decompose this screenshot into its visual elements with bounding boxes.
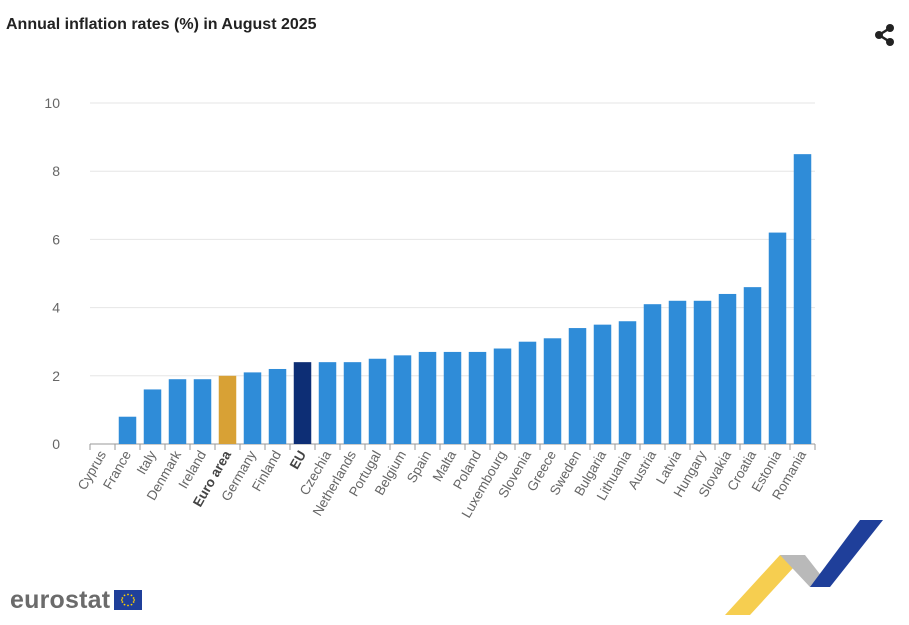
x-tick-label: Spain: [404, 448, 434, 485]
bar: [368, 358, 387, 444]
bar: [218, 375, 237, 444]
bar: [118, 416, 137, 444]
bar: [168, 379, 187, 444]
y-tick-label: 10: [44, 95, 60, 111]
decorative-ribbon: [725, 520, 883, 615]
bar: [618, 321, 637, 444]
bar: [143, 389, 162, 444]
bar: [493, 348, 512, 444]
y-tick-label: 0: [52, 436, 60, 452]
chart-title: Annual inflation rates (%) in August 202…: [6, 16, 317, 33]
bar: [393, 355, 412, 444]
bar: [468, 351, 487, 444]
bar: [593, 324, 612, 444]
bar: [693, 300, 712, 444]
y-tick-label: 6: [52, 231, 60, 247]
x-tick-label: Italy: [134, 448, 159, 477]
bar: [293, 362, 312, 444]
bar: [268, 368, 287, 444]
bar: [343, 362, 362, 444]
eurostat-logo: eurostat: [10, 585, 143, 615]
bar: [193, 379, 212, 444]
bar: [243, 372, 262, 444]
y-tick-label: 8: [52, 163, 60, 179]
bar: [318, 362, 337, 444]
x-tick-label: EU: [287, 448, 309, 472]
bar: [793, 154, 812, 444]
bar: [543, 338, 562, 444]
share-button[interactable]: [872, 22, 898, 48]
bar: [518, 341, 537, 444]
y-tick-label: 2: [52, 368, 60, 384]
logo-text: eurostat: [10, 585, 111, 614]
bar: [718, 293, 737, 444]
bar: [418, 351, 437, 444]
bar: [568, 328, 587, 444]
bar: [643, 304, 662, 444]
bar: [768, 232, 787, 444]
y-tick-label: 4: [52, 300, 60, 316]
share-icon: [875, 24, 894, 46]
bar: [443, 351, 462, 444]
bar: [668, 300, 687, 444]
bar: [743, 287, 762, 444]
eu-flag-icon: [114, 590, 143, 610]
